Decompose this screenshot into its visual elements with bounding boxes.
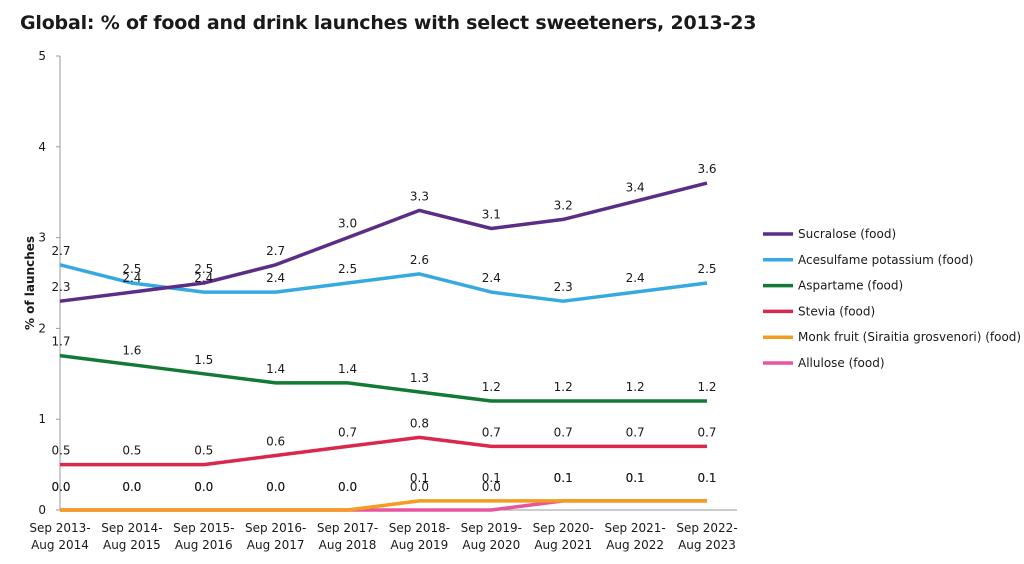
data-label: 1.5 — [194, 353, 213, 367]
data-label: 0.0 — [266, 480, 285, 494]
data-label: 2.4 — [122, 271, 141, 285]
legend-label: Stevia (food) — [798, 304, 875, 318]
data-label: 3.2 — [554, 198, 573, 212]
data-label: 1.2 — [482, 380, 501, 394]
data-label: 1.3 — [410, 371, 429, 385]
data-label: 3.0 — [338, 217, 357, 231]
data-label: 0.1 — [626, 471, 645, 485]
data-label: 2.5 — [194, 262, 213, 276]
x-tick-label: Sep 2013-Aug 2014 — [29, 521, 90, 552]
data-label: 3.3 — [410, 189, 429, 203]
data-label: 0.5 — [194, 444, 213, 458]
data-label: 0.1 — [697, 471, 716, 485]
x-tick-label: Sep 2014-Aug 2015 — [101, 521, 162, 552]
data-label: 0.0 — [482, 480, 501, 494]
x-tick-label: Sep 2021-Aug 2022 — [604, 521, 665, 552]
x-tick-label: Sep 2016-Aug 2017 — [245, 521, 306, 552]
y-tick-label: 4 — [38, 140, 46, 154]
y-tick-label: 1 — [38, 412, 46, 426]
data-label: 2.4 — [626, 271, 645, 285]
x-tick-labels: Sep 2013-Aug 2014 Sep 2014-Aug 2015 Sep 20… — [29, 521, 737, 552]
data-label: 2.3 — [51, 280, 70, 294]
data-label: 0.0 — [51, 480, 70, 494]
data-label: 0.5 — [51, 444, 70, 458]
data-labels: 2.32.42.52.73.03.33.13.23.43.62.72.52.4 2… — [51, 162, 716, 494]
data-label: 0.1 — [697, 471, 716, 485]
series-line-4 — [60, 499, 707, 512]
data-label: 2.6 — [410, 253, 429, 267]
series-lines — [59, 181, 708, 512]
y-tick-label: 3 — [38, 231, 46, 245]
legend: Sucralose (food) Acesulfame potassium (fo… — [763, 227, 1021, 370]
legend-label: Acesulfame potassium (food) — [798, 253, 974, 267]
data-label: 0.8 — [410, 416, 429, 430]
data-label: 0.1 — [554, 471, 573, 485]
data-label: 0.5 — [122, 444, 141, 458]
data-label: 0.7 — [482, 425, 501, 439]
data-label: 0.6 — [266, 435, 285, 449]
data-label: 2.5 — [122, 262, 141, 276]
data-label: 2.4 — [482, 271, 501, 285]
data-label: 0.0 — [194, 480, 213, 494]
data-label: 2.4 — [194, 271, 213, 285]
data-label: 0.0 — [122, 480, 141, 494]
data-label: 1.4 — [266, 362, 285, 376]
x-tick-label: Sep 2015-Aug 2016 — [173, 521, 234, 552]
data-label: 0.0 — [410, 480, 429, 494]
legend-label: Sucralose (food) — [798, 227, 896, 241]
data-label: 2.7 — [266, 244, 285, 258]
data-label: 0.0 — [266, 480, 285, 494]
x-tick-label: Sep 2017-Aug 2018 — [317, 521, 378, 552]
series-line-2 — [59, 353, 707, 403]
x-tick-label: Sep 2018-Aug 2019 — [389, 521, 450, 552]
series-line-1 — [59, 263, 708, 303]
y-tick-label: 0 — [38, 503, 46, 517]
data-label: 0.0 — [194, 480, 213, 494]
x-tick-label: Sep 2022-Aug 2023 — [676, 521, 737, 552]
data-label: 1.6 — [122, 344, 141, 358]
x-tick-label: Sep 2020-Aug 2021 — [533, 521, 594, 552]
data-label: 1.2 — [697, 380, 716, 394]
data-label: 0.0 — [338, 480, 357, 494]
data-label: 0.0 — [338, 480, 357, 494]
data-label: 3.1 — [482, 208, 501, 222]
legend-label: Allulose (food) — [798, 356, 885, 370]
data-label: 0.0 — [122, 480, 141, 494]
legend-label: Aspartame (food) — [798, 279, 903, 293]
data-label: 0.7 — [338, 425, 357, 439]
data-label: 2.3 — [554, 280, 573, 294]
data-label: 0.1 — [626, 471, 645, 485]
y-tick-label: 5 — [38, 49, 46, 63]
data-label: 0.1 — [554, 471, 573, 485]
data-label: 2.5 — [697, 262, 716, 276]
data-label: 1.7 — [51, 335, 70, 349]
data-label: 0.1 — [410, 471, 429, 485]
data-label: 2.4 — [266, 271, 285, 285]
data-label: 0.7 — [554, 425, 573, 439]
data-label: 3.4 — [626, 180, 645, 194]
data-label: 0.0 — [51, 480, 70, 494]
data-label: 2.7 — [51, 244, 70, 258]
data-label: 1.2 — [626, 380, 645, 394]
legend-label: Monk fruit (Siraitia grosvenori) (food) — [798, 330, 1021, 344]
data-label: 0.1 — [482, 471, 501, 485]
y-tick-label: 2 — [38, 321, 46, 335]
data-label: 0.7 — [626, 425, 645, 439]
y-axis-label: % of launches — [23, 236, 37, 330]
data-label: 2.5 — [338, 262, 357, 276]
y-tick-labels: 0 1 2 3 4 5 — [38, 49, 46, 517]
chart-title: Global: % of food and drink launches wit… — [20, 12, 757, 34]
x-tick-label: Sep 2019-Aug 2020 — [461, 521, 522, 552]
data-label: 1.2 — [554, 380, 573, 394]
data-label: 0.7 — [697, 425, 716, 439]
series-line-0 — [59, 181, 708, 303]
data-label: 1.4 — [338, 362, 357, 376]
series-line-3 — [60, 435, 707, 467]
data-label: 3.6 — [697, 162, 716, 176]
